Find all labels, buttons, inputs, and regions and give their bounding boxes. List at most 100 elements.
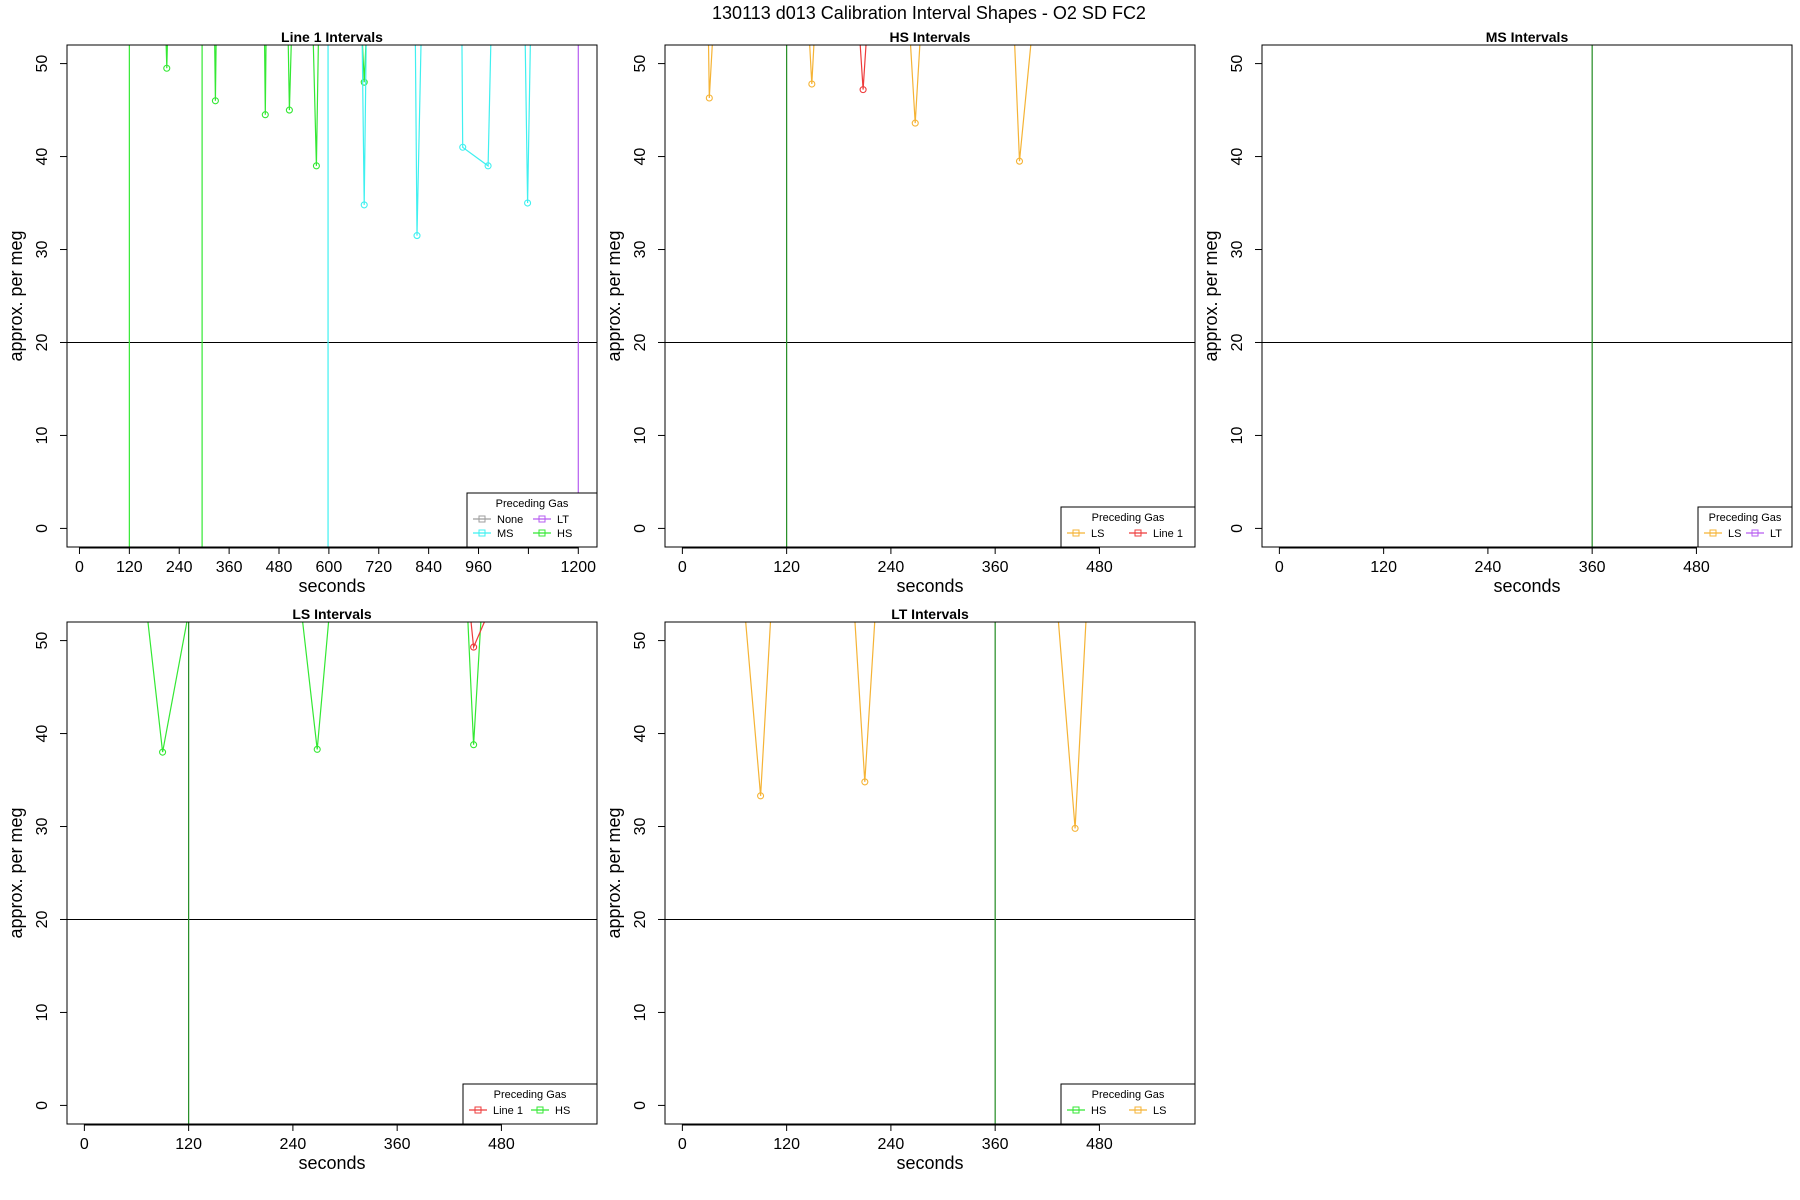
series-line [165,45,168,69]
plot-5: LT Intervals 0 120 240 360 480 seconds 0 10 20 30 4… [604,606,1196,1173]
data-point [484,162,492,170]
legend-entry: MS [497,528,514,540]
data-point [524,199,532,207]
y-tick-label: 40 [632,148,649,166]
data-point [859,86,867,94]
legend-box [466,492,598,548]
y-tick-label: 50 [632,55,649,73]
plot-title: Line 1 Intervals [281,29,383,45]
y-tick-label: 40 [34,725,51,743]
y-tick-label: 20 [632,333,649,351]
y-tick-label: 20 [632,910,649,928]
legend-entry: None [497,514,523,526]
plot-area [665,622,1195,1124]
legend-title: Preceding Gas [1092,1089,1165,1101]
x-tick-label: 1200 [560,559,596,576]
x-tick-label: 600 [316,559,343,576]
legend-entry: Line 1 [1153,528,1183,540]
y-tick-label: 30 [34,818,51,836]
legend: Preceding Gas HS LS [1060,1083,1196,1125]
x-axis: 0 120 240 360 480 seconds [80,1124,515,1173]
series-line [467,622,482,745]
y-axis: 0 10 20 30 40 50 approx. per meg [6,55,68,533]
series-line [214,45,217,101]
x-tick-label: 240 [280,1136,307,1153]
y-axis: 0 10 20 30 40 50 approx. per meg [1201,55,1263,533]
series-line [414,45,422,236]
y-tick-label: 30 [1229,241,1246,259]
y-tick-label: 50 [1229,55,1246,73]
plot-title: MS Intervals [1486,29,1569,45]
y-axis-label: approx. per meg [6,230,26,361]
data-point [1071,824,1079,832]
legend-box [462,1083,598,1125]
series-line [859,45,867,90]
y-tick-label: 10 [1229,426,1246,444]
x-axis-label: seconds [298,576,365,596]
series-line [745,622,772,796]
data-point [808,80,816,88]
y-tick-label: 0 [34,1101,51,1110]
y-tick-label: 50 [34,55,51,73]
x-tick-label: 120 [773,559,800,576]
x-tick-label: 480 [488,1136,515,1153]
data-point [1015,157,1024,165]
y-tick-label: 40 [632,725,649,743]
y-axis: 0 10 20 30 40 50 approx. per meg [6,632,68,1110]
x-axis: 0 120 240 360 480 seconds [678,547,1113,596]
x-tick-label: 480 [1086,1136,1113,1153]
legend-entry: LT [1770,528,1782,540]
data-point [261,111,269,119]
legend-entry: LS [1728,528,1741,540]
plot-frame [664,44,1196,548]
series-line [263,45,267,115]
legend-title: Preceding Gas [1092,512,1165,524]
data-point [211,97,219,105]
data-point [313,745,321,753]
series-line [707,45,713,99]
legend-marker [538,515,546,523]
y-axis-label: approx. per meg [604,807,624,938]
plot-4: LS Intervals 0 120 240 360 480 seconds 0 10 20 30 4… [6,606,598,1173]
legend-entry: HS [1091,1105,1106,1117]
y-tick-label: 10 [34,426,51,444]
y-tick-label: 0 [632,1101,649,1110]
legend: Preceding Gas None LT MS HS [466,492,598,548]
x-tick-label: 960 [465,559,492,576]
legend-entry: LS [1091,528,1104,540]
legend-marker [1072,1106,1080,1114]
x-tick-label: 360 [1579,559,1606,576]
plot-title: LT Intervals [891,606,969,622]
y-tick-label: 20 [34,333,51,351]
legend-entry: Line 1 [493,1105,523,1117]
plot-frame [66,621,598,1125]
x-tick-label: 840 [415,559,442,576]
legend-marker [478,529,486,537]
y-tick-label: 0 [1229,524,1246,533]
x-axis-label: seconds [1493,576,1560,596]
legend-title: Preceding Gas [1709,512,1782,524]
y-tick-label: 10 [34,1003,51,1021]
plot-area [67,45,597,547]
y-tick-label: 40 [34,148,51,166]
x-axis: 0 120 240 360 480 seconds [678,1124,1113,1173]
legend-entry: LS [1153,1105,1166,1117]
x-tick-label: 480 [266,559,293,576]
x-axis-label: seconds [896,576,963,596]
plot-2: HS Intervals 0 120 240 360 480 seconds 0 10 20 30 4… [604,29,1196,596]
series-line [287,45,292,111]
x-tick-label: 240 [878,1136,905,1153]
legend-box [1060,506,1196,548]
x-axis-label: seconds [298,1153,365,1173]
legend-entry: HS [555,1105,570,1117]
x-tick-label: 0 [1275,559,1284,576]
y-tick-label: 10 [632,426,649,444]
data-point [757,792,765,800]
x-tick-label: 120 [175,1136,202,1153]
y-tick-label: 0 [34,524,51,533]
y-axis: 0 10 20 30 40 50 approx. per meg [604,632,666,1110]
data-point [159,748,167,756]
x-tick-label: 0 [75,559,84,576]
data-point [470,643,478,651]
x-axis: 0 120 240 360 480 seconds [1275,547,1710,596]
